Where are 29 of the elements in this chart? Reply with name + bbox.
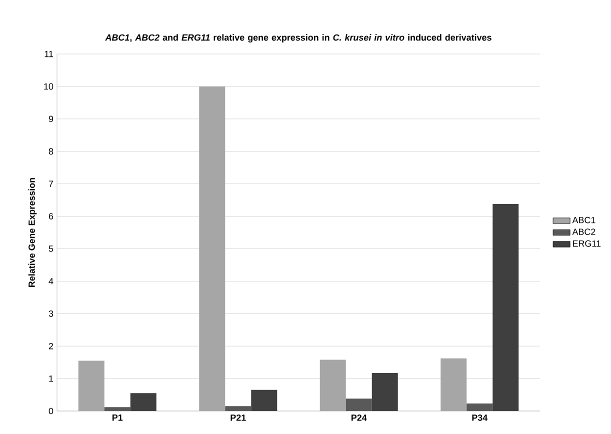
- y-tick-label: 6: [48, 213, 54, 220]
- y-tick-label: 10: [44, 83, 54, 90]
- y-tick-label: 3: [48, 310, 54, 317]
- y-tick-label: 4: [48, 278, 54, 284]
- y-tick-label: 1: [49, 375, 54, 382]
- bar: [346, 398, 372, 411]
- x-tick-label: P1: [112, 414, 123, 421]
- y-tick-label: 2: [48, 342, 54, 350]
- y-tick-label: 5: [48, 246, 54, 252]
- bar: [466, 404, 493, 411]
- y-tick-label: 9: [48, 116, 54, 122]
- legend-label: ERG11: [572, 240, 601, 247]
- legend-label: ABC1: [572, 216, 596, 224]
- legend-label: ABC2: [572, 228, 596, 235]
- x-tick-label: P21: [230, 414, 246, 421]
- x-tick-label: P34: [472, 414, 488, 421]
- chart-title: ABC1, ABC2 and ERG11 relative gene expression in C. krusei in vitro induced derivatives: [105, 34, 492, 43]
- y-tick-label: 7: [48, 180, 54, 187]
- bar: [372, 373, 398, 411]
- bar: [130, 393, 156, 411]
- bar: [225, 406, 252, 411]
- bar: [492, 204, 519, 411]
- y-tick-label: 0: [48, 408, 54, 414]
- x-tick-label: P24: [351, 414, 367, 421]
- y-tick-label: 11: [44, 50, 54, 58]
- y-axis-title: Relative Gene Expression: [28, 178, 37, 287]
- bar: [251, 390, 278, 411]
- bar: [104, 407, 130, 411]
- y-tick-label: 8: [48, 148, 54, 155]
